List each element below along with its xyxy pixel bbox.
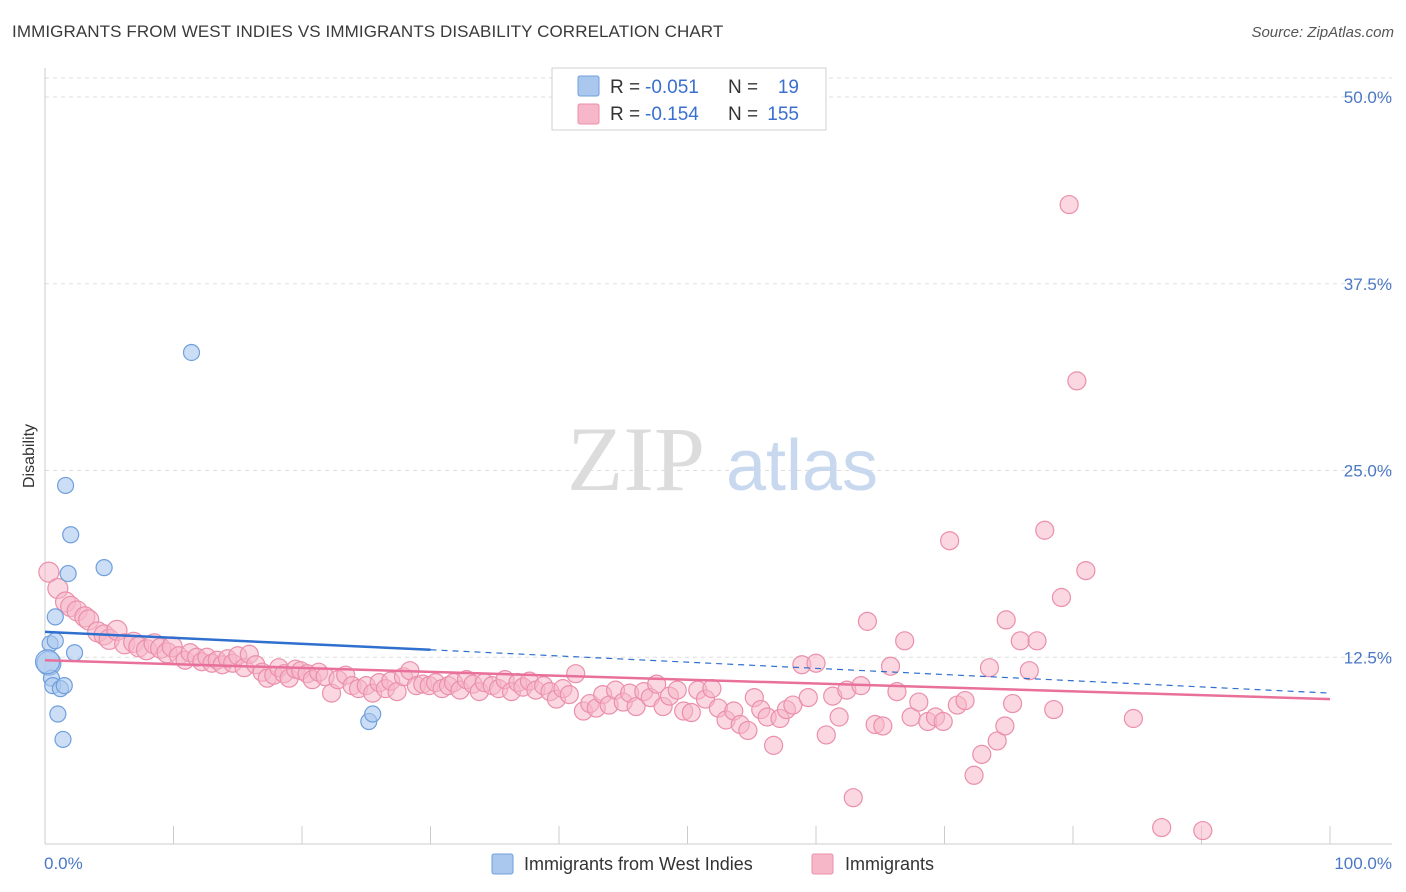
point-immigrants-93 (626, 696, 646, 717)
point-west-indies-4 (46, 608, 64, 626)
point-west-indies-5 (46, 632, 64, 650)
point-immigrants-0 (38, 561, 60, 583)
point-immigrants-137 (940, 531, 960, 551)
chart-source: Source: ZipAtlas.com (1251, 24, 1394, 41)
legend-r-label-1: R = (610, 77, 640, 98)
point-west-indies-11 (59, 564, 77, 583)
legend-n-label-2: N = (728, 104, 758, 125)
point-immigrants-136 (933, 711, 953, 732)
point-immigrants-122 (829, 707, 849, 727)
trend-line-west-indies-extension (430, 649, 1331, 694)
legend-r-value-1: -0.051 (645, 77, 699, 98)
series-legend-label-blue: Immigrants from West Indies (524, 854, 753, 874)
legend-n-value-2: 155 (767, 104, 799, 125)
point-immigrants-128 (873, 716, 893, 736)
point-immigrants-126 (857, 611, 878, 631)
point-immigrants-131 (895, 631, 915, 651)
y-tick-label-3: 50.0% (1344, 88, 1392, 107)
y-tick-labels: 12.5% 25.0% 37.5% 50.0% (1344, 88, 1392, 667)
point-immigrants-147 (1019, 661, 1039, 681)
point-immigrants-150 (1044, 699, 1064, 720)
point-immigrants-104 (702, 679, 722, 699)
point-immigrants-99 (667, 680, 687, 700)
point-immigrants-142 (979, 658, 1000, 678)
point-west-indies-13 (65, 644, 84, 662)
point-immigrants-156 (1152, 817, 1172, 838)
point-west-indies-14 (95, 559, 113, 577)
y-tick-label-1: 25.0% (1344, 462, 1392, 481)
watermark-zip: ZIP (567, 408, 705, 510)
series-legend-swatch-pink (811, 853, 834, 875)
series-immigrants-points (38, 194, 1213, 841)
watermark-atlas: atlas (726, 426, 878, 506)
point-immigrants-119 (806, 653, 826, 673)
point-immigrants-152 (1059, 194, 1079, 215)
point-immigrants-140 (964, 765, 984, 785)
point-immigrants-124 (843, 788, 863, 808)
x-tick-label-max: 100.0% (1334, 854, 1392, 873)
point-immigrants-101 (681, 702, 701, 723)
point-immigrants-151 (1051, 587, 1072, 608)
point-immigrants-144 (995, 716, 1015, 736)
point-immigrants-148 (1027, 631, 1047, 651)
point-immigrants-153 (1067, 371, 1087, 391)
point-west-indies-12 (62, 526, 80, 544)
point-immigrants-84 (566, 664, 586, 684)
point-immigrants-113 (763, 735, 784, 755)
point-immigrants-120 (816, 725, 836, 745)
y-tick-label-2: 37.5% (1344, 275, 1392, 294)
y-tick-label-0: 12.5% (1344, 648, 1392, 667)
point-immigrants-118 (798, 687, 818, 708)
point-immigrants-146 (1010, 631, 1030, 651)
legend-swatch-pink (577, 103, 600, 125)
point-west-indies-8 (54, 730, 72, 749)
point-immigrants-129 (880, 656, 901, 676)
point-west-indies-17 (364, 705, 382, 723)
legend-swatch-blue (577, 75, 600, 97)
trend-lines (44, 630, 1331, 701)
x-tick-label-min: 0.0% (44, 854, 83, 873)
point-immigrants-149 (1035, 520, 1055, 540)
point-west-indies-6 (49, 705, 67, 723)
series-legend-swatch-blue (491, 853, 514, 875)
point-immigrants-83 (559, 684, 579, 705)
point-west-indies-9 (55, 677, 73, 695)
point-immigrants-141 (972, 744, 992, 764)
legend-r-value-2: -0.154 (645, 104, 699, 125)
point-immigrants-109 (738, 720, 758, 741)
series-legend: Immigrants from West Indies Immigrants (491, 853, 934, 875)
point-west-indies-15 (182, 343, 201, 362)
trend-line-immigrants (44, 658, 1331, 701)
y-axis-label: Disability (21, 424, 38, 488)
point-immigrants-133 (909, 692, 929, 712)
point-immigrants-155 (1123, 708, 1143, 729)
grid-lines (45, 77, 1392, 658)
legend-r-label-2: R = (610, 104, 640, 125)
point-immigrants-158 (996, 610, 1016, 630)
legend-n-label-1: N = (728, 77, 758, 98)
axes (44, 68, 1392, 845)
trend-line-west-indies (44, 630, 431, 652)
point-immigrants-157 (1193, 820, 1213, 841)
point-immigrants-116 (783, 695, 803, 715)
point-immigrants-154 (1076, 560, 1096, 581)
point-immigrants-139 (955, 690, 975, 711)
legend: R = -0.051 N = 19 R = -0.154 N = 155 (551, 67, 827, 131)
chart-title: IMMIGRANTS FROM WEST INDIES VS IMMIGRANT… (12, 22, 724, 41)
series-legend-label-pink: Immigrants (845, 854, 934, 874)
point-west-indies-10 (56, 476, 75, 495)
legend-n-value-1: 19 (778, 77, 799, 98)
series-west-indies-points (34, 343, 382, 749)
point-immigrants-143 (987, 731, 1007, 751)
point-immigrants-145 (1003, 693, 1023, 714)
